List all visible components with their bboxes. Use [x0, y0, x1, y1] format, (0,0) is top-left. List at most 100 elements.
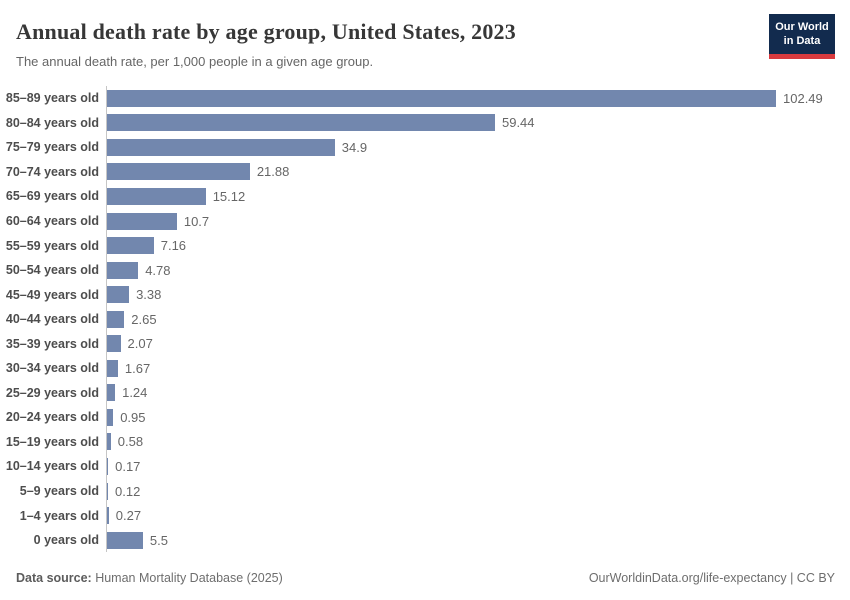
value-label: 0.27: [115, 508, 142, 524]
value-label: 10.7: [183, 213, 210, 229]
bar-row: 25–29 years old 1.24: [0, 380, 850, 406]
bar-row: 40–44 years old 2.65: [0, 306, 850, 332]
category-label: 60–64 years old: [5, 214, 99, 228]
bar: [107, 335, 121, 353]
plot-area: 1.24: [106, 380, 850, 406]
bar-row: 30–34 years old 1.67: [0, 356, 850, 381]
category-label: 25–29 years old: [5, 385, 99, 400]
plot-area: 2.07: [106, 331, 850, 357]
logo-text-line1: Our World: [775, 21, 829, 33]
plot-area: 3.38: [106, 282, 850, 307]
logo-red-strip: [769, 53, 835, 59]
category-label: 75–79 years old: [5, 140, 99, 155]
bar-rows: 85–89 years old 102.49 80–84 years old 59.4…: [0, 86, 850, 553]
plot-area: 2.65: [106, 306, 850, 332]
bar: [107, 187, 206, 205]
footer-right: OurWorldinData.org/life-expectancy | CC …: [589, 571, 835, 585]
value-label: 0.95: [120, 409, 146, 425]
chart-subtitle: The annual death rate, per 1,000 people …: [16, 54, 374, 69]
bar-row: 60–64 years old 10.7: [0, 208, 850, 234]
value-label: 0.58: [117, 434, 144, 450]
value-label: 7.16: [160, 238, 187, 254]
category-label: 85–89 years old: [5, 91, 99, 106]
value-label: 102.49: [783, 90, 823, 106]
category-label: 10–14 years old: [5, 459, 99, 474]
bar: [107, 261, 139, 279]
category-label: 1–4 years old: [19, 508, 99, 523]
bar: [107, 237, 154, 255]
license-text: | CC BY: [786, 571, 835, 585]
bar: [107, 359, 118, 377]
bar: [107, 89, 776, 107]
owid-url-link[interactable]: OurWorldinData.org/life-expectancy: [588, 571, 787, 585]
plot-area: 1.67: [106, 356, 850, 381]
bar: [107, 531, 143, 549]
bar-row: 75–79 years old 34.9: [0, 135, 850, 160]
bar-chart: 85–89 years old 102.49 80–84 years old 59.4…: [0, 86, 850, 553]
category-label: 45–49 years old: [5, 287, 99, 302]
bar-row: 15–19 years old 0.58: [0, 429, 850, 455]
chart-title: Annual death rate by age group, United S…: [16, 19, 516, 44]
bar: [107, 384, 116, 402]
category-label: 0 years old: [33, 533, 99, 548]
bar-row: 20–24 years old 0.95: [0, 405, 850, 430]
category-label: 40–44 years old: [5, 312, 99, 327]
value-label: 1.24: [122, 385, 148, 401]
value-label: 0.12: [115, 483, 141, 499]
bar: [107, 163, 250, 181]
bar-row: 55–59 years old 7.16: [0, 233, 850, 258]
value-label: 2.07: [127, 336, 153, 352]
category-label: 80–84 years old: [5, 115, 99, 130]
plot-area: 5.5: [106, 527, 850, 553]
plot-area: 21.88: [106, 159, 850, 185]
plot-area: 4.78: [106, 257, 850, 283]
bar-row: 0 years old 5.5: [0, 527, 850, 553]
category-label: 20–24 years old: [5, 410, 99, 425]
value-label: 1.67: [124, 360, 151, 376]
bar: [107, 433, 111, 451]
category-label: 15–19 years old: [5, 434, 99, 449]
bar-row: 70–74 years old 21.88: [0, 159, 850, 185]
bar: [107, 138, 335, 156]
plot-area: 0.58: [106, 429, 850, 455]
bar-row: 50–54 years old 4.78: [0, 257, 850, 283]
data-source-label: Data source:: [16, 571, 92, 585]
bar: [107, 482, 108, 500]
bar: [107, 310, 125, 328]
value-label: 34.9: [341, 139, 368, 155]
category-label: 5–9 years old: [19, 484, 99, 499]
plot-area: 0.17: [106, 454, 850, 479]
category-label: 35–39 years old: [5, 336, 99, 351]
bar-row: 85–89 years old 102.49: [0, 86, 850, 111]
bar: [107, 507, 109, 525]
plot-area: 0.27: [106, 503, 850, 528]
owid-logo[interactable]: Our World in Data: [769, 14, 835, 59]
plot-area: 7.16: [106, 233, 850, 258]
value-label: 0.17: [115, 458, 141, 474]
plot-area: 0.12: [106, 478, 850, 504]
value-label: 21.88: [256, 164, 290, 180]
value-label: 3.38: [136, 287, 162, 303]
value-label: 2.65: [131, 311, 157, 327]
value-label: 15.12: [212, 188, 246, 204]
chart-footer: Data source: Human Mortality Database (2…: [16, 571, 835, 585]
plot-area: 0.95: [106, 405, 850, 430]
logo-text-line2: in Data: [783, 35, 821, 48]
category-label: 65–69 years old: [5, 189, 99, 204]
chart-header: Annual death rate by age group, United S…: [0, 0, 850, 69]
plot-area: 15.12: [106, 184, 850, 209]
value-label: 4.78: [145, 262, 171, 278]
category-label: 50–54 years old: [5, 263, 99, 278]
bar-row: 45–49 years old 3.38: [0, 282, 850, 307]
value-label: 59.44: [501, 115, 535, 131]
plot-area: 59.44: [106, 110, 850, 136]
bar-row: 10–14 years old 0.17: [0, 454, 850, 479]
plot-area: 34.9: [106, 135, 850, 160]
data-source-value: Human Mortality Database (2025): [91, 571, 283, 585]
bar: [107, 286, 130, 304]
plot-area: 10.7: [106, 208, 850, 234]
bar-row: 5–9 years old 0.12: [0, 478, 850, 504]
plot-area: 102.49: [106, 86, 850, 111]
bar-row: 35–39 years old 2.07: [0, 331, 850, 357]
